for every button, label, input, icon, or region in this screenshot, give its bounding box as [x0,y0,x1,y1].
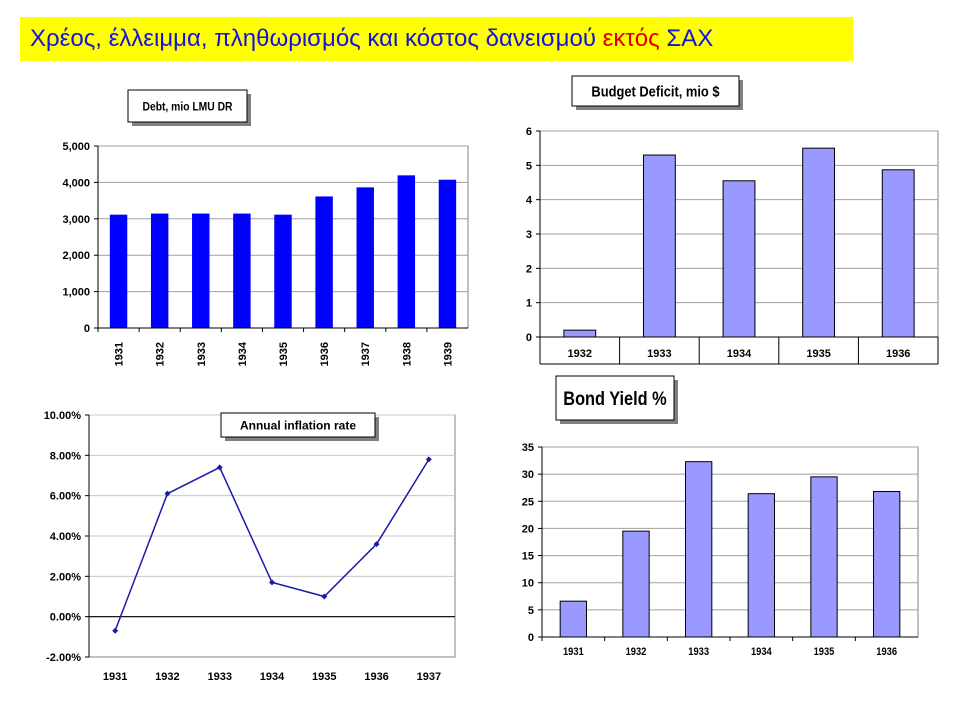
y-tick-label: 25 [522,496,534,508]
title-text-end: ΣΑΧ [659,25,714,52]
x-tick-label: 1936 [319,342,331,366]
x-tick-label: 1934 [751,646,772,658]
y-tick-label: 2 [526,263,532,275]
y-tick-label: 4.00% [50,531,81,543]
y-tick-label: 5,000 [62,141,90,153]
point-1935 [321,593,328,600]
point-1933 [216,464,223,471]
bar-1934 [722,180,756,338]
x-tick-label: 1932 [626,646,647,658]
x-tick-label: 1935 [278,342,290,366]
y-tick-label: -2.00% [46,652,81,664]
x-tick-label: 1933 [688,646,709,658]
x-tick-label: 1937 [417,671,441,683]
point-1932 [164,490,171,497]
y-tick-label: 4 [526,195,533,207]
y-tick-label: 3 [526,229,532,241]
bar-1936 [873,491,901,638]
chart-title: Annual inflation rate [240,418,356,432]
y-tick-label: 20 [522,523,534,535]
point-1937 [425,456,432,463]
y-tick-label: 6 [526,126,532,138]
y-tick-label: 6.00% [50,491,81,503]
y-tick-label: 0 [528,632,534,644]
plot-area [541,446,919,638]
bar-1931 [559,600,587,638]
y-tick-label: 10.00% [44,410,82,422]
x-tick-label: 1931 [103,671,127,683]
y-tick-label: 2.00% [50,571,81,583]
x-tick-label: 1931 [114,342,126,366]
x-tick-label: 1936 [886,348,910,360]
y-tick-label: 0 [84,323,90,335]
bar-1936 [881,169,915,338]
chart-title: Budget Deficit, mio $ [591,82,719,99]
x-tick-label: 1933 [196,342,208,366]
y-tick-label: 5 [528,605,534,617]
x-tick-label: 1934 [260,671,285,683]
x-tick-label: 1936 [364,671,388,683]
x-tick-label: 1934 [237,341,249,366]
x-tick-label: 1932 [155,671,179,683]
chart-title: Debt, mio LMU DR [143,101,233,114]
y-tick-label: 35 [522,442,534,454]
point-1934 [269,579,275,586]
title-text-start: Χρέος, έλλειμμα, πληθωρισμός και κόστος … [30,25,603,52]
point-1931 [112,627,119,634]
chart-title-box [555,375,675,421]
bar-1934 [747,493,775,638]
x-tick-label: 1931 [563,646,584,658]
chart-title: Bond Yield % [563,388,667,409]
slide-title: Χρέος, έλλειμμα, πληθωρισμός και κόστος … [20,17,853,61]
x-tick-label: 1933 [647,348,671,360]
bar-1932 [622,530,650,638]
y-tick-label: 30 [522,469,534,481]
y-tick-label: 0 [526,332,532,344]
y-tick-label: 1 [526,298,532,310]
y-tick-label: 8.00% [50,450,81,462]
x-tick-label: 1934 [727,348,752,360]
y-tick-label: 10 [522,578,534,590]
x-tick-label: 1935 [814,646,835,658]
point-1936 [373,541,380,548]
chart-title-box [571,75,740,107]
y-tick-label: 5 [526,160,532,172]
chart-title-box [220,412,376,438]
y-tick-label: 2,000 [62,250,90,262]
x-tick-label: 1933 [207,671,231,683]
chart-title-box [127,89,248,123]
title-highlight: εκτός [602,25,660,52]
bar-1935 [810,476,838,638]
bar-1935 [802,147,836,338]
x-tick-label: 1935 [806,348,830,360]
x-tick-label: 1932 [155,342,167,366]
y-tick-label: 3,000 [62,214,90,226]
x-tick-label: 1936 [876,646,897,658]
y-tick-label: 0.00% [50,612,81,624]
x-tick-label: 1939 [442,342,454,366]
x-tick-label: 1937 [360,342,372,366]
y-tick-label: 1,000 [62,287,90,299]
x-tick-label: 1938 [401,342,413,366]
x-tick-label: 1932 [568,348,592,360]
bar-1933 [685,461,713,638]
x-tick-label: 1935 [312,671,336,683]
y-tick-label: 4,000 [62,177,90,189]
y-tick-label: 15 [522,551,534,563]
